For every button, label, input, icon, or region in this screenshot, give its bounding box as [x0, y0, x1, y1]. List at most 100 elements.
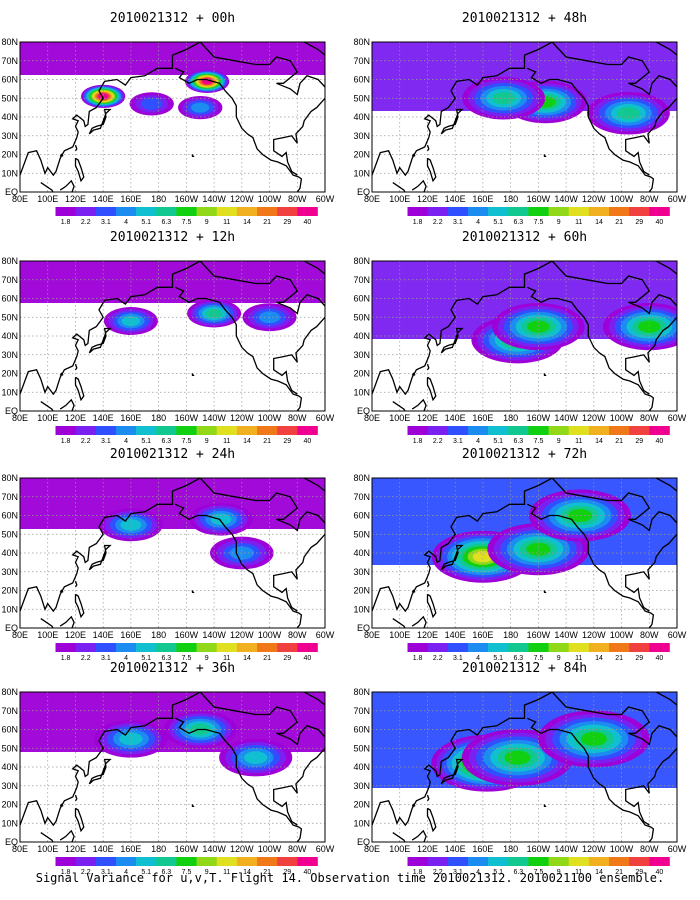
x-tick-label: 180 — [503, 630, 518, 640]
map-panel-84h: 2010021312 + 84h 80E 100E 120E 140E 160E 180 16… — [353, 661, 686, 876]
colorbar-swatch — [257, 857, 278, 866]
plot-frame — [19, 691, 326, 843]
colorbar-swatch — [196, 643, 218, 652]
colorbar-label: 14 — [243, 438, 251, 445]
colorbar-swatch — [467, 426, 489, 435]
variance-field — [372, 42, 677, 135]
colorbar-label: 21 — [615, 438, 623, 445]
x-tick-label: 100E — [37, 413, 58, 423]
x-tick-label: 160W — [175, 630, 199, 640]
colorbar-swatch — [407, 643, 428, 652]
x-tick-label: 180 — [151, 413, 166, 423]
colorbar-swatch — [649, 857, 670, 866]
colorbar-label: 3.1 — [101, 869, 111, 876]
colorbar-swatch — [176, 643, 197, 652]
variance-contour — [504, 750, 531, 765]
colorbar-label: 9 — [557, 219, 561, 226]
x-tick-label: 140E — [93, 630, 114, 640]
coastlines — [20, 261, 325, 411]
x-tick-label: 140W — [554, 413, 578, 423]
x-tick-label: 160E — [472, 413, 493, 423]
y-tick-label: 60N — [1, 294, 18, 304]
panel-title-24h: 2010021312 + 24h — [110, 447, 235, 462]
x-tick-label: 100W — [258, 844, 282, 854]
colorbar-label: 1.8 — [413, 869, 423, 876]
y-tick-label: 80N — [1, 256, 18, 266]
colorbar-swatch — [115, 857, 137, 866]
x-tick-label: 140E — [93, 844, 114, 854]
colorbar-swatch — [156, 643, 177, 652]
colorbar-label: 11 — [575, 219, 582, 226]
y-tick-label: 10N — [353, 604, 370, 614]
colorbar-label: 14 — [595, 219, 603, 226]
x-tick-label: 160E — [120, 413, 141, 423]
colorbar-label: 2.2 — [433, 869, 443, 876]
y-tick-label: 20N — [1, 150, 18, 160]
y-tick-label: 60N — [1, 75, 18, 85]
variance-contour — [120, 519, 142, 531]
colorbar-swatch — [588, 207, 610, 216]
colorbar-swatch — [629, 207, 650, 216]
colorbar-swatch — [568, 426, 590, 435]
x-tick-label: 80E — [12, 630, 28, 640]
colorbar-swatch — [216, 426, 238, 435]
y-tick-label: 80N — [353, 473, 370, 483]
colorbar-label: 7.5 — [534, 219, 544, 226]
colorbar-swatch — [136, 426, 157, 435]
colorbar-label: 14 — [243, 655, 251, 662]
colorbar-label: 40 — [656, 869, 664, 876]
colorbar-label: 5.1 — [493, 869, 503, 876]
x-tick-label: 100E — [389, 413, 410, 423]
colorbar-swatch — [467, 857, 489, 866]
y-tick-label: 70N — [353, 56, 370, 66]
x-tick-label: 160E — [472, 844, 493, 854]
colorbar-label: 6.3 — [161, 655, 171, 662]
variance-contour — [526, 542, 551, 556]
colorbar-swatch — [609, 643, 630, 652]
variance-contour — [191, 102, 210, 113]
x-tick-label: 160W — [175, 844, 199, 854]
colorbar-swatch — [297, 857, 318, 866]
colorbar-label: 6.3 — [513, 219, 523, 226]
colorbar-swatch — [176, 426, 197, 435]
coastlines — [372, 478, 677, 628]
variance-contour — [580, 731, 607, 746]
colorbar-swatch — [216, 643, 238, 652]
variance-field — [372, 261, 677, 364]
colorbar-label: 6.3 — [513, 869, 523, 876]
x-tick-label: 120E — [417, 413, 438, 423]
plot-frame — [19, 41, 326, 193]
colorbar-label: 11 — [575, 655, 582, 662]
y-tick-label: 50N — [353, 93, 370, 103]
colorbar-label: 4 — [124, 869, 128, 876]
y-tick-label: 60N — [353, 75, 370, 85]
x-tick-label: 160W — [527, 194, 551, 204]
colorbar-swatch — [176, 857, 197, 866]
colorbar-swatch — [257, 643, 278, 652]
y-tick-label: 50N — [353, 312, 370, 322]
colorbar-label: 7.5 — [534, 655, 544, 662]
colorbar-swatch — [407, 857, 428, 866]
colorbar-swatch — [588, 426, 610, 435]
variance-contour — [243, 751, 268, 764]
x-tick-label: 140W — [202, 630, 226, 640]
colorbar-swatch — [629, 857, 650, 866]
y-tick-label: 40N — [1, 331, 18, 341]
colorbar-label: 9 — [205, 869, 209, 876]
colorbar-swatch — [75, 207, 97, 216]
y-tick-label: EQ — [5, 406, 18, 416]
colorbar-swatch — [488, 857, 509, 866]
gridlines — [20, 42, 325, 192]
variance-contour — [492, 92, 516, 105]
x-tick-label: 160W — [175, 413, 199, 423]
colorbar-label: 3.1 — [453, 438, 463, 445]
colorbar-label: 29 — [635, 219, 643, 226]
colorbar-label: 6.3 — [161, 869, 171, 876]
colorbar-swatch — [488, 207, 509, 216]
x-tick-label: 160W — [527, 844, 551, 854]
y-tick-label: 40N — [353, 762, 370, 772]
x-tick-label: 140E — [93, 413, 114, 423]
x-tick-label: 140W — [202, 413, 226, 423]
x-tick-label: 100E — [389, 630, 410, 640]
colorbar-label: 21 — [263, 869, 271, 876]
